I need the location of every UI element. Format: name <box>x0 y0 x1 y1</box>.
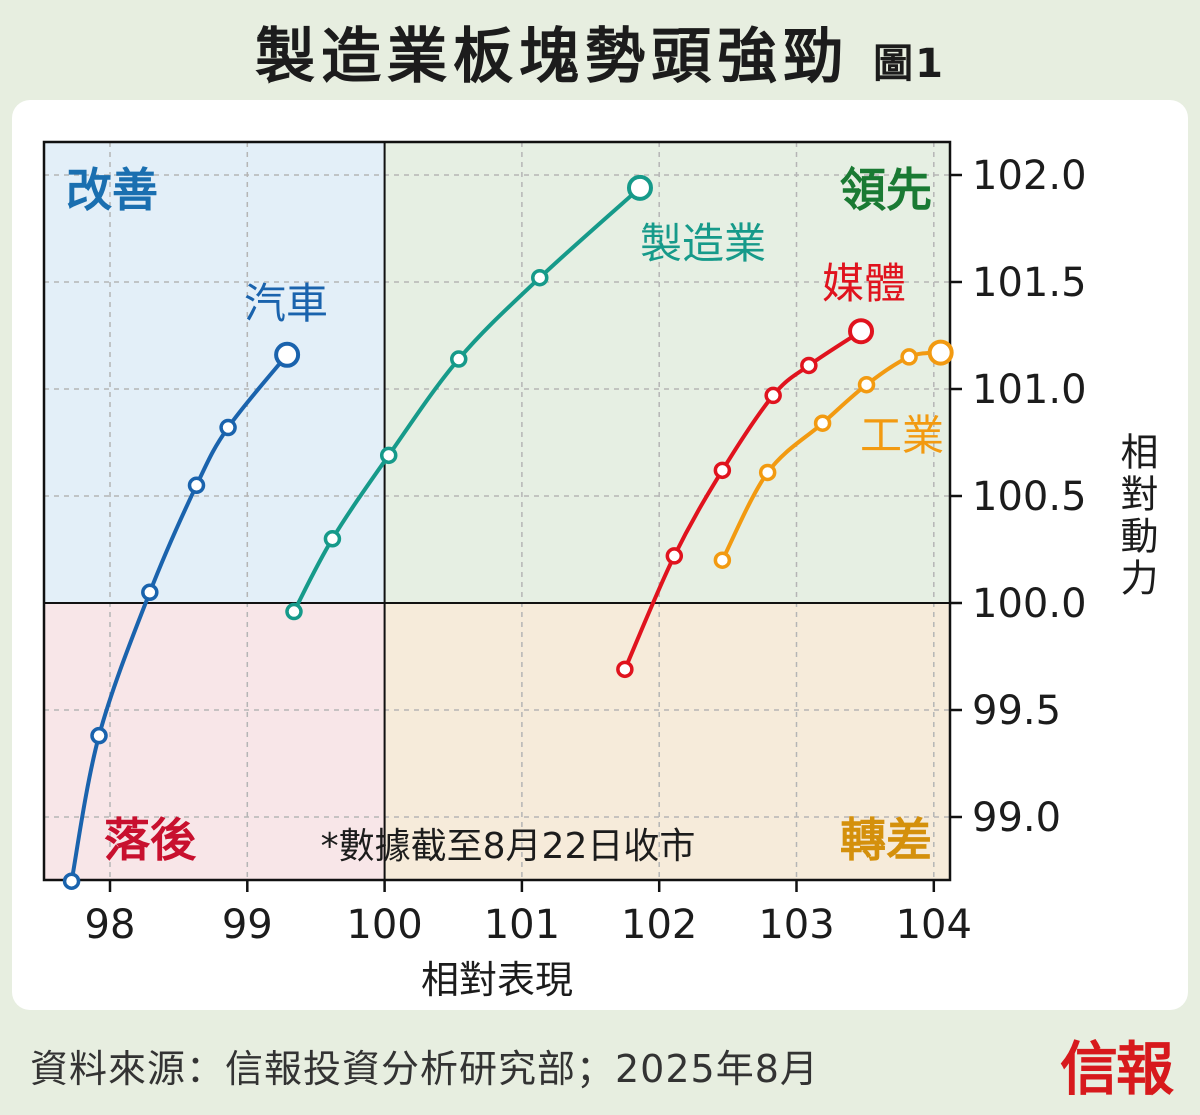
x-tick-label: 104 <box>896 902 972 948</box>
series-label: 汽車 <box>244 279 328 328</box>
y-tick-label: 101.5 <box>972 260 1087 306</box>
quadrant-label-weakening: 轉差 <box>840 813 932 867</box>
quadrant-backgrounds <box>44 142 951 880</box>
series-head-marker <box>848 318 875 345</box>
y-tick-label: 100.0 <box>972 581 1087 627</box>
series-point <box>285 602 303 621</box>
series-point <box>713 461 732 480</box>
x-tick-label: 102 <box>621 902 697 948</box>
y-tick-label: 100.5 <box>972 474 1087 520</box>
x-axis-label: 相對表現 <box>421 958 573 1002</box>
series-point <box>713 551 732 569</box>
title-text: 製造業板塊勢頭強勁 <box>255 22 850 92</box>
series-point <box>323 530 342 548</box>
quadrant-leading-bg <box>384 142 951 603</box>
series-head-marker <box>626 174 653 201</box>
series-point <box>379 446 398 465</box>
series-point <box>857 375 876 394</box>
y-tick-label: 101.0 <box>972 367 1087 413</box>
y-tick-label: 99.5 <box>972 688 1061 734</box>
series-head-marker <box>927 339 954 366</box>
series-point <box>900 348 918 366</box>
series-point <box>90 726 108 745</box>
series-label: 工業 <box>860 411 944 460</box>
series-point <box>62 872 81 890</box>
x-tick-label: 99 <box>222 902 273 948</box>
series-point <box>665 547 684 565</box>
figure-label: 圖1 <box>873 41 945 87</box>
series-head-marker <box>274 341 301 368</box>
series-point <box>764 386 782 405</box>
y-tick-label: 102.0 <box>972 153 1087 199</box>
chart-texts: *數據截至8月22日收市 <box>321 826 696 867</box>
series-point <box>449 350 468 368</box>
series-point <box>800 356 818 375</box>
brand-logo: 信報 <box>1059 1035 1174 1103</box>
quadrant-weakening-bg <box>384 603 951 880</box>
data-cutoff-note: *數據截至8月22日收市 <box>321 826 696 867</box>
page-title: 製造業板塊勢頭強勁 圖1 <box>0 8 1200 95</box>
series-point <box>813 414 832 432</box>
series-label: 製造業 <box>640 219 766 268</box>
y-tick-label: 99.0 <box>972 795 1061 841</box>
source-note: 資料來源：信報投資分析研究部；2025年8月 <box>30 1047 819 1091</box>
y-axis-label: 相對動力 <box>1114 432 1158 600</box>
axes: 98 99 100 101 102 103 104 99.0 99.5 100.0 100.5 101… <box>42 140 1158 1002</box>
plot-frame <box>42 140 952 882</box>
x-tick-label: 101 <box>484 902 560 948</box>
series-point <box>616 660 634 679</box>
series-point <box>187 476 206 495</box>
series-point <box>758 463 777 482</box>
x-tick-label: 98 <box>85 902 136 948</box>
quadrant-label-leading: 領先 <box>840 163 932 217</box>
x-tick-label: 103 <box>758 902 834 948</box>
x-tick-label: 100 <box>346 902 422 948</box>
quadrant-improving-bg <box>44 142 385 603</box>
quadrant-label-lagging: 落後 <box>104 813 197 867</box>
series-label: 媒體 <box>822 259 906 308</box>
series-point <box>219 418 237 437</box>
series-point <box>141 583 159 602</box>
series-point <box>530 268 549 287</box>
quadrant-label-improving: 改善 <box>66 163 158 217</box>
reference-lines <box>44 142 950 880</box>
